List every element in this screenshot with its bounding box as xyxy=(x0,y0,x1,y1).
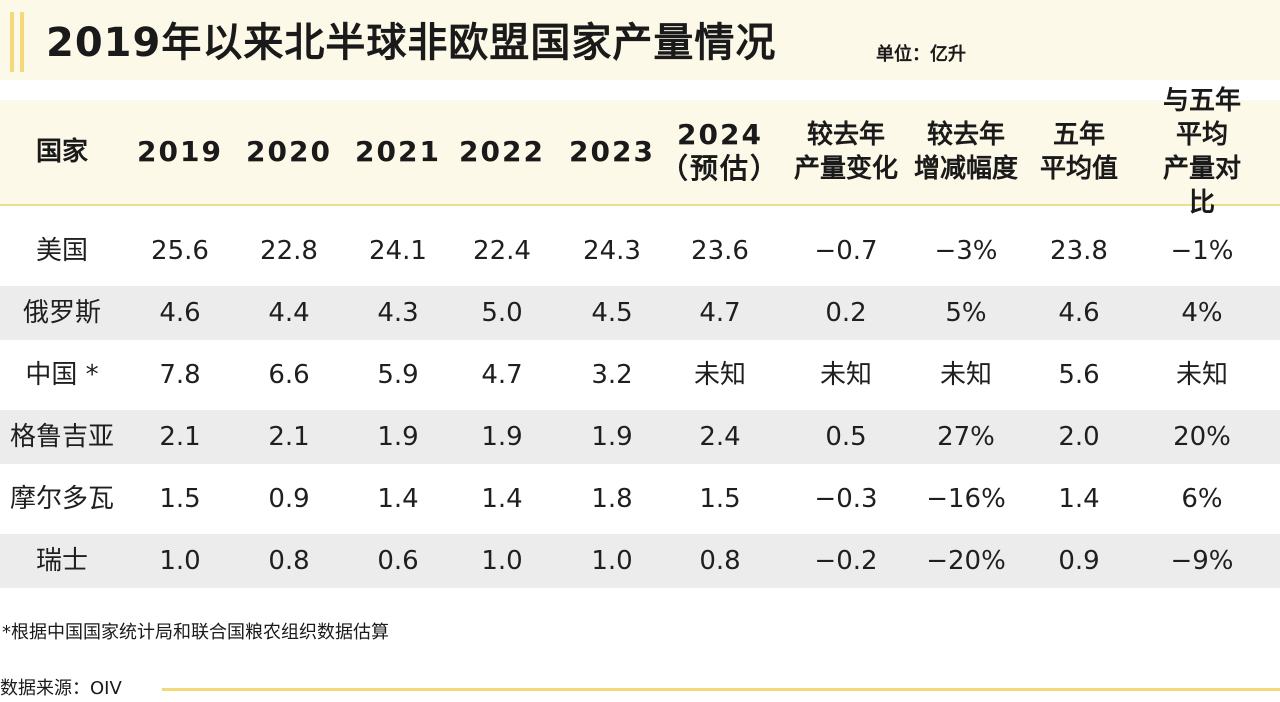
table-cell: 3.2 xyxy=(591,360,633,390)
country-cell: 中国 * xyxy=(25,360,99,390)
table-cell: −3% xyxy=(934,236,998,266)
table-cell: 22.8 xyxy=(260,236,318,266)
table-cell: 2.1 xyxy=(159,422,201,452)
table-cell: 0.6 xyxy=(377,546,419,576)
table-row: 俄罗斯 4.6 4.4 4.3 5.0 4.5 4.7 0.2 5% 4.6 4% xyxy=(0,286,1280,340)
table-cell: 1.0 xyxy=(481,546,523,576)
table-cell: 5.9 xyxy=(377,360,419,390)
table-row: 瑞士 1.0 0.8 0.6 1.0 1.0 0.8 −0.2 −20% 0.9 −9% xyxy=(0,534,1280,588)
table-row: 美国 25.6 22.8 24.1 22.4 24.3 23.6 −0.7 −3% 23.8 −1% xyxy=(0,224,1280,278)
table-cell: 7.8 xyxy=(159,360,201,390)
table-cell: 0.8 xyxy=(268,546,310,576)
country-cell: 摩尔多瓦 xyxy=(9,484,115,514)
table-cell: 4.7 xyxy=(699,298,741,328)
table-cell: 4.3 xyxy=(377,298,419,328)
column-header: 与五年平均 产量对比 xyxy=(1163,86,1242,218)
table-cell: 1.4 xyxy=(1058,484,1100,514)
table-cell: 20% xyxy=(1173,422,1231,452)
table-cell: 4.6 xyxy=(159,298,201,328)
title-accent-bar xyxy=(10,12,14,72)
table-cell: 6% xyxy=(1181,484,1223,514)
table-cell: 1.4 xyxy=(481,484,523,514)
column-header: 较去年 增减幅度 xyxy=(913,120,1019,184)
table-cell: 0.9 xyxy=(268,484,310,514)
table-row: 格鲁吉亚 2.1 2.1 1.9 1.9 1.9 2.4 0.5 27% 2.0 20% xyxy=(0,410,1280,464)
country-cell: 格鲁吉亚 xyxy=(9,422,115,452)
table-cell: 4.4 xyxy=(268,298,310,328)
table-cell: 4.5 xyxy=(591,298,633,328)
table-cell: −0.2 xyxy=(814,546,878,576)
table-cell: −9% xyxy=(1170,546,1234,576)
table-cell: 1.9 xyxy=(591,422,633,452)
column-header: 2022 xyxy=(459,135,545,168)
table-cell: 23.6 xyxy=(691,236,749,266)
table-cell: 5% xyxy=(945,298,987,328)
table-cell: 2.0 xyxy=(1058,422,1100,452)
title-bar: 2019年以来北半球非欧盟国家产量情况 单位：亿升 xyxy=(0,0,1280,80)
table-cell: 0.8 xyxy=(699,546,741,576)
table-cell: 2.1 xyxy=(268,422,310,452)
source-divider xyxy=(162,688,1280,691)
table-cell: 未知 xyxy=(693,360,747,390)
table-cell: 4.6 xyxy=(1058,298,1100,328)
table-cell: 1.5 xyxy=(159,484,201,514)
table-cell: 未知 xyxy=(819,360,873,390)
table-cell: 0.2 xyxy=(825,298,867,328)
country-cell: 俄罗斯 xyxy=(22,298,102,328)
table-header: 国家 2019 2020 2021 2022 2023 2024 （预估） 较去年 产量变化较… xyxy=(0,86,1280,218)
table-cell: 27% xyxy=(937,422,995,452)
table-cell: −20% xyxy=(926,546,1006,576)
table-cell: −16% xyxy=(926,484,1006,514)
table-cell: 1.4 xyxy=(377,484,419,514)
table-row: 摩尔多瓦 1.5 0.9 1.4 1.4 1.8 1.5 −0.3 −16% 1.4 6% xyxy=(0,472,1280,526)
page-title: 2019年以来北半球非欧盟国家产量情况 xyxy=(46,20,777,66)
table-cell: −0.7 xyxy=(814,236,878,266)
table-cell: 1.5 xyxy=(699,484,741,514)
table-cell: 25.6 xyxy=(151,236,209,266)
column-header: 国家 xyxy=(35,137,89,167)
title-accent-bar xyxy=(20,12,24,72)
table-cell: −1% xyxy=(1170,236,1234,266)
column-header: 2020 xyxy=(246,135,332,168)
table-cell: 24.1 xyxy=(369,236,427,266)
table-cell: 1.8 xyxy=(591,484,633,514)
unit-label: 单位：亿升 xyxy=(876,44,966,65)
table-cell: 6.6 xyxy=(268,360,310,390)
country-cell: 瑞士 xyxy=(35,546,89,576)
table-cell: 2.4 xyxy=(699,422,741,452)
table-cell: 4.7 xyxy=(481,360,523,390)
table-cell: 0.5 xyxy=(825,422,867,452)
column-header: 2019 xyxy=(137,135,223,168)
table-cell: 0.9 xyxy=(1058,546,1100,576)
table-cell: 1.9 xyxy=(377,422,419,452)
table-cell: 1.9 xyxy=(481,422,523,452)
table-cell: 1.0 xyxy=(591,546,633,576)
table-row: 中国 * 7.8 6.6 5.9 4.7 3.2 未知 未知 未知 5.6 未知 xyxy=(0,348,1280,402)
column-header: 较去年 产量变化 xyxy=(793,120,899,184)
table-cell: 24.3 xyxy=(583,236,641,266)
table-cell: 未知 xyxy=(939,360,993,390)
footnote: *根据中国国家统计局和联合国粮农组织数据估算 xyxy=(2,622,389,643)
column-header: 五年 平均值 xyxy=(1039,120,1119,184)
column-header: 2024 （预估） xyxy=(659,118,781,185)
table-cell: 5.6 xyxy=(1058,360,1100,390)
table-cell: 23.8 xyxy=(1050,236,1108,266)
table-cell: 1.0 xyxy=(159,546,201,576)
table-cell: 未知 xyxy=(1175,360,1229,390)
table-cell: 4% xyxy=(1181,298,1223,328)
table-cell: 5.0 xyxy=(481,298,523,328)
table-cell: 22.4 xyxy=(473,236,531,266)
column-header: 2023 xyxy=(569,135,655,168)
country-cell: 美国 xyxy=(35,236,89,266)
source-note: 数据来源：OIV xyxy=(0,678,122,699)
column-header: 2021 xyxy=(355,135,441,168)
table-cell: −0.3 xyxy=(814,484,878,514)
